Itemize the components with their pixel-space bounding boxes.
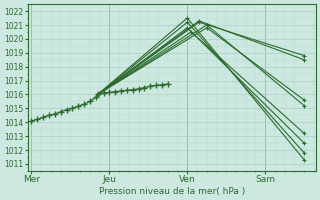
X-axis label: Pression niveau de la mer( hPa ): Pression niveau de la mer( hPa ) bbox=[99, 187, 245, 196]
